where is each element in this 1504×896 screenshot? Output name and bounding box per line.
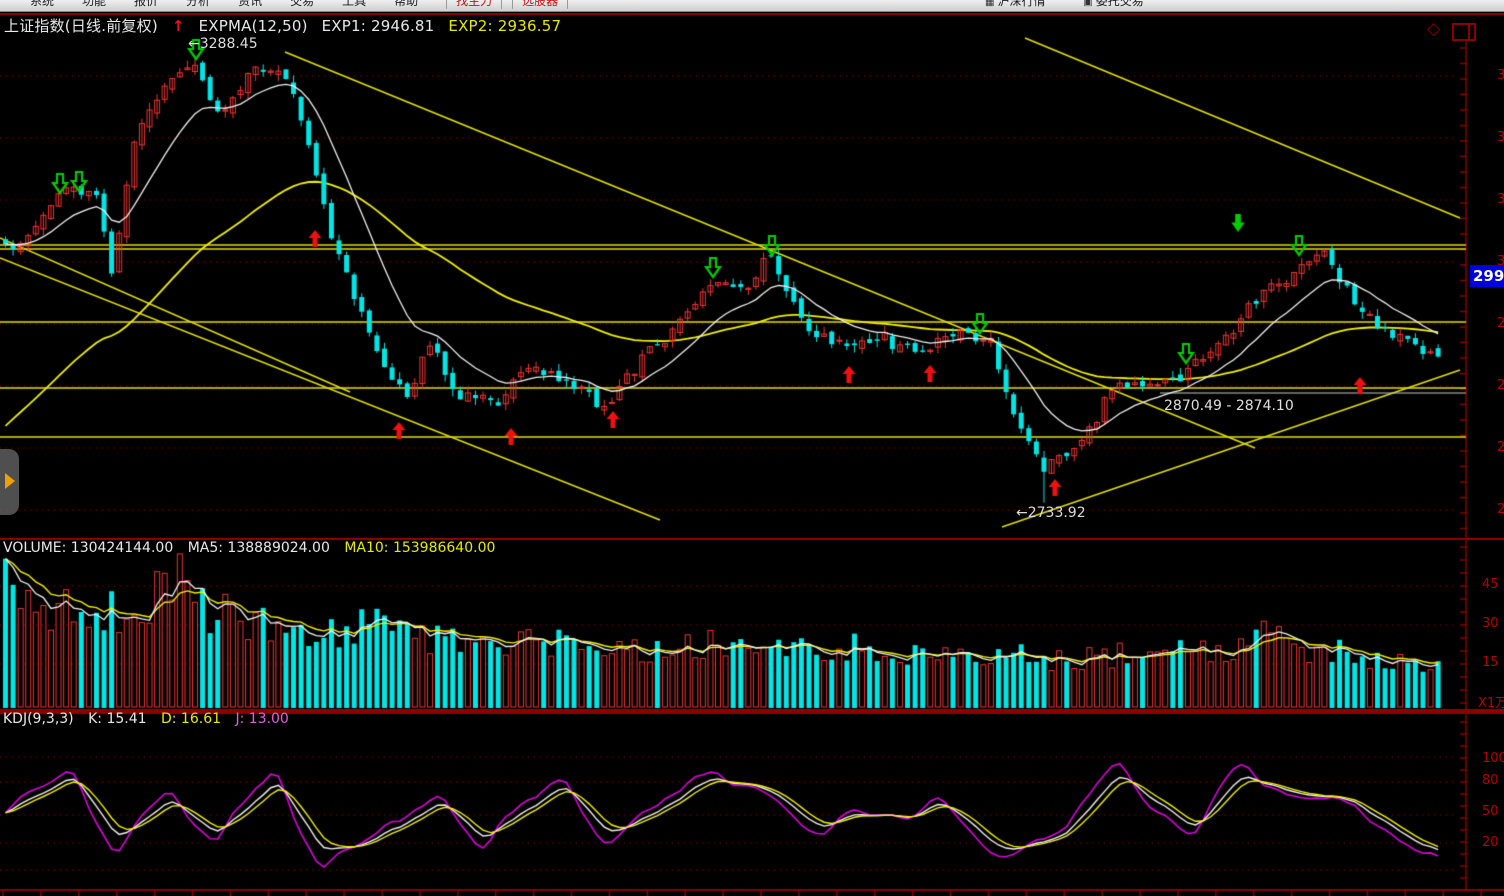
menu-item-news[interactable]: 资讯 — [238, 0, 263, 8]
menu-item-broker[interactable]: ▣ 委托交易 — [1083, 0, 1143, 11]
sidebar-expander-handle[interactable] — [0, 449, 19, 515]
menu-item-trade[interactable]: 交易 — [290, 0, 315, 8]
main-price-chart-canvas[interactable] — [0, 13, 1504, 538]
menu-item-help[interactable]: 帮助 — [394, 0, 419, 8]
menu-button-red-2[interactable]: 选股器 — [512, 0, 569, 9]
menu-item-system[interactable]: 系统 — [30, 0, 55, 8]
menu-item-function[interactable]: 功能 — [82, 0, 107, 8]
menu-item-analysis[interactable]: 分析 — [186, 0, 211, 8]
volume-pane-canvas[interactable] — [0, 538, 1504, 712]
menu-item-quote[interactable]: 报价 — [134, 0, 159, 8]
menu-item-tools[interactable]: 工具 — [342, 0, 367, 8]
grid-icon: ▦ — [985, 0, 995, 8]
menu-button-red-1[interactable]: 找主力 — [446, 0, 503, 9]
expand-arrow-icon — [5, 473, 15, 489]
panel-icon: ▣ — [1083, 0, 1093, 8]
menu-bar-right-group: ▦ 沪深行情 ▣ 委托交易 — [985, 0, 1178, 11]
menu-item-market[interactable]: ▦ 沪深行情 — [985, 0, 1045, 11]
menu-bar-items: 系统 功能 报价 分析 资讯 交易 工具 帮助 找主力 选股器 ▦ 沪深行情 ▣ 委托交易 — [0, 0, 1504, 9]
menu-bar: 系统 功能 报价 分析 资讯 交易 工具 帮助 找主力 选股器 ▦ 沪深行情 ▣ 委托交易 — [0, 0, 1504, 12]
kdj-pane-canvas[interactable] — [0, 712, 1504, 896]
